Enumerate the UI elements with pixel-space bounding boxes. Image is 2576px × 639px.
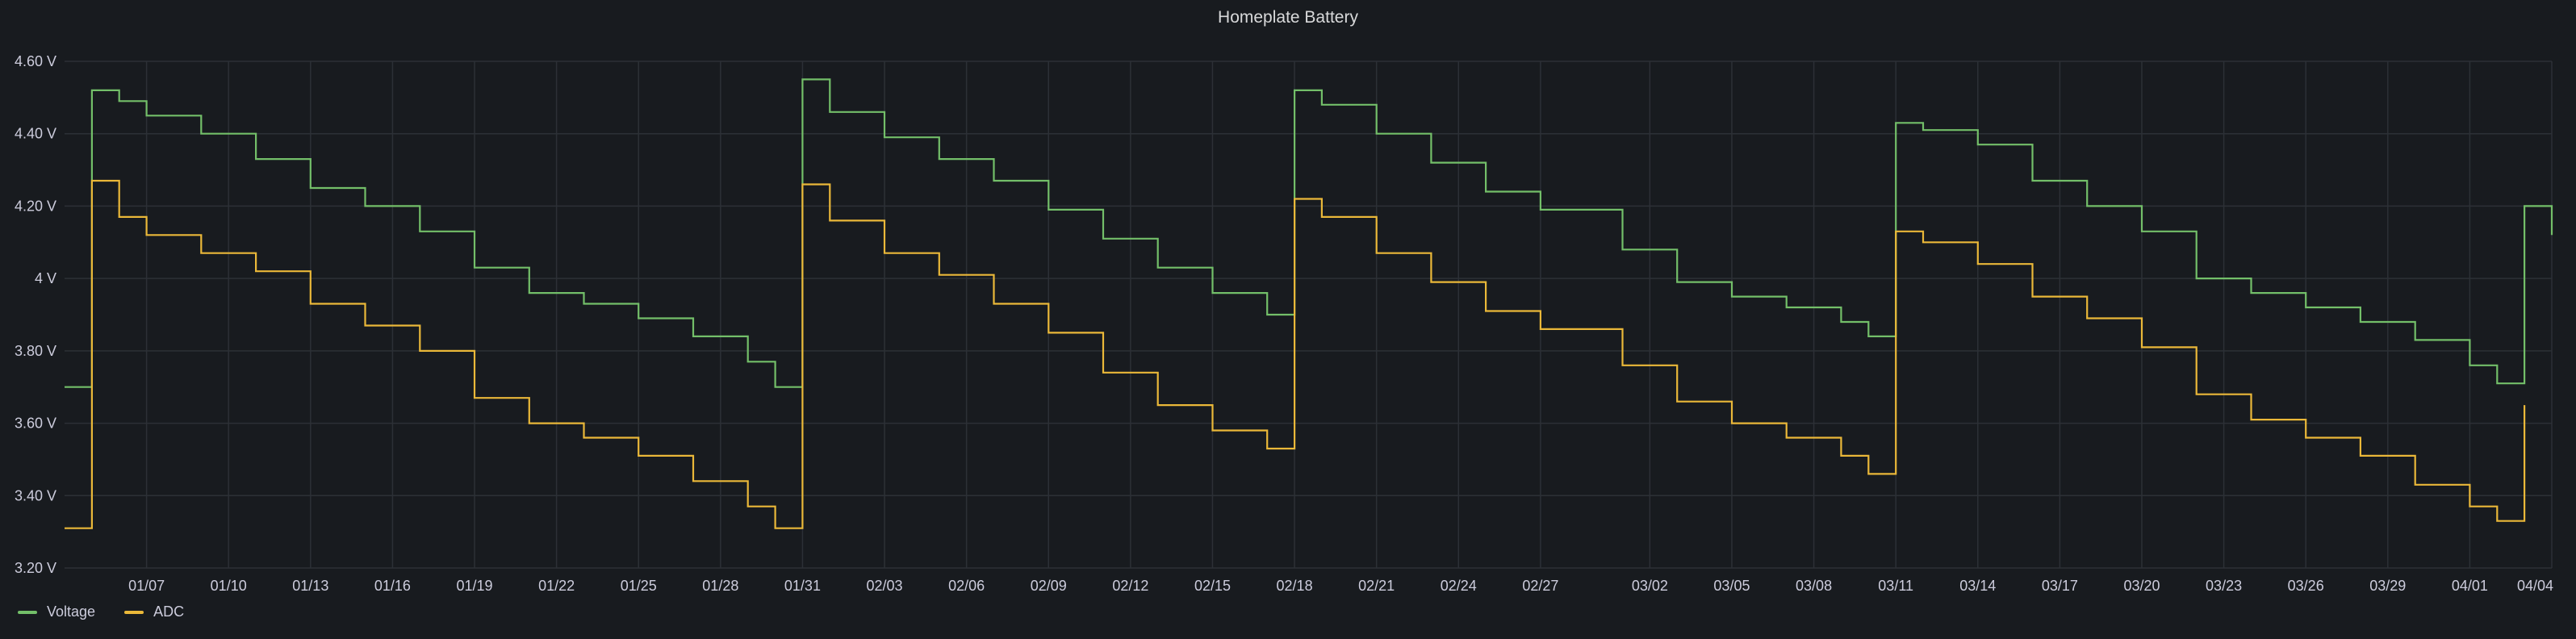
x-tick-label: 01/10: [211, 578, 247, 594]
legend: Voltage ADC: [18, 604, 184, 620]
y-tick-label: 4.60 V: [15, 53, 56, 69]
x-tick-label: 01/07: [128, 578, 165, 594]
x-tick-label: 02/03: [867, 578, 903, 594]
x-tick-label: 01/31: [784, 578, 821, 594]
x-tick-label: 03/08: [1796, 578, 1832, 594]
series-line-adc: [65, 179, 2526, 529]
legend-item-adc[interactable]: ADC: [124, 604, 184, 620]
legend-item-voltage[interactable]: Voltage: [18, 604, 95, 620]
x-tick-label: 03/23: [2206, 578, 2242, 594]
y-tick-label: 4.40 V: [15, 126, 56, 142]
x-tick-label: 03/11: [1878, 578, 1913, 594]
x-tick-label: 03/14: [1959, 578, 1996, 594]
panel-title: Homeplate Battery: [1218, 8, 1358, 27]
y-tick-label: 3.40 V: [15, 487, 56, 503]
x-tick-label: 02/15: [1194, 578, 1231, 594]
x-tick-label: 02/24: [1441, 578, 1477, 594]
x-tick-label: 02/18: [1277, 578, 1313, 594]
x-tick-label: 01/16: [374, 578, 411, 594]
x-tick-label: 02/27: [1522, 578, 1558, 594]
adc-swatch: [124, 610, 144, 614]
series-line-voltage: [65, 78, 2553, 388]
x-tick-label: 01/28: [702, 578, 738, 594]
x-tick-label: 02/12: [1112, 578, 1148, 594]
y-tick-label: 3.80 V: [15, 343, 56, 359]
y-tick-label: 4 V: [35, 270, 56, 286]
x-tick-label: 02/09: [1031, 578, 1067, 594]
x-tick-label: 04/01: [2452, 578, 2488, 594]
x-tick-label: 01/22: [538, 578, 575, 594]
y-tick-label: 4.20 V: [15, 198, 56, 214]
x-tick-label: 01/13: [292, 578, 328, 594]
legend-label-adc: ADC: [153, 604, 185, 620]
x-tick-label: 01/25: [621, 578, 657, 594]
x-tick-label: 02/21: [1358, 578, 1395, 594]
voltage-swatch: [18, 610, 37, 614]
x-tick-label: 04/04: [2517, 578, 2553, 594]
y-tick-label: 3.20 V: [15, 560, 56, 576]
x-tick-label: 03/20: [2123, 578, 2160, 594]
x-tick-label: 03/26: [2288, 578, 2324, 594]
x-tick-label: 03/05: [1713, 578, 1750, 594]
x-tick-label: 01/19: [456, 578, 492, 594]
x-tick-label: 03/17: [2042, 578, 2078, 594]
legend-label-voltage: Voltage: [47, 604, 96, 620]
x-tick-label: 02/06: [948, 578, 985, 594]
y-tick-label: 3.60 V: [15, 416, 56, 432]
x-tick-label: 03/29: [2369, 578, 2406, 594]
x-tick-label: 03/02: [1632, 578, 1668, 594]
